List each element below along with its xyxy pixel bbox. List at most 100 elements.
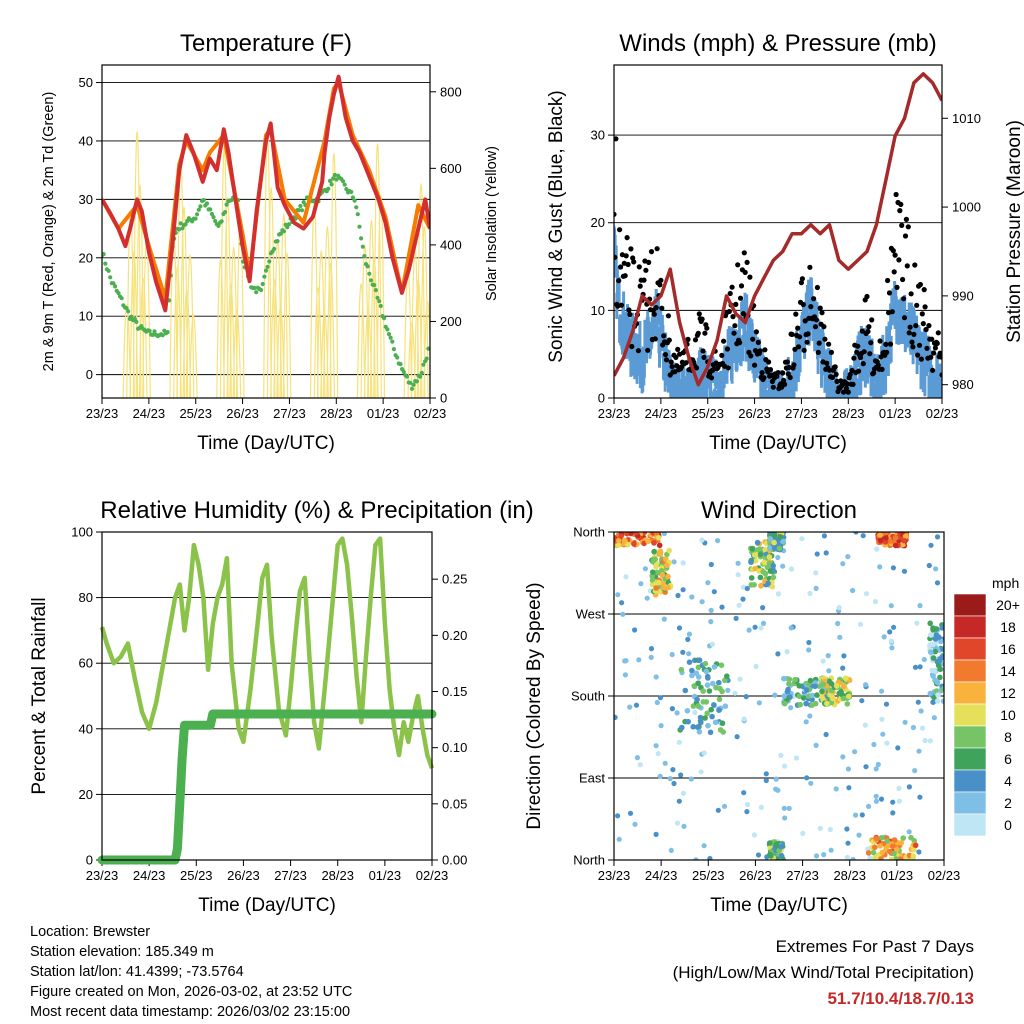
gust-point [901,296,907,302]
gust-point [683,360,689,366]
direction-point [871,741,877,748]
y2-tick-label: 0.10 [442,740,467,755]
gust-point [792,346,798,352]
extremes-legend: (High/Low/Max Wind/Total Precipitation) [672,963,974,982]
direction-point [762,546,768,553]
gust-point [867,351,873,357]
direction-point [778,844,784,850]
dewpoint-point [377,299,382,304]
y-axis-title-right: Station Pressure (Maroon) [1004,120,1024,343]
direction-point [711,589,717,595]
station-location: Location: Brewster [30,924,151,940]
gust-point [629,343,635,350]
direction-point [680,560,686,566]
gust-point [628,246,634,252]
dewpoint-point [354,205,359,210]
direction-point [799,536,805,542]
direction-point [655,751,661,757]
y-tick-label: 10 [591,303,605,318]
direction-point [700,688,706,694]
gust-point [793,311,799,317]
dewpoint-point [419,370,424,375]
gust-point [894,284,900,290]
gust-point [832,364,838,370]
direction-point [800,695,807,701]
solar-insolation-spike [423,301,430,398]
gust-point [740,311,746,317]
gust-point [651,311,657,317]
solar-insolation-spike [182,289,192,398]
gust-point [735,262,741,268]
x-tick-label: 26/23 [738,406,771,421]
direction-point [702,715,708,721]
x-tick-label: 23/23 [598,868,631,883]
colorbar-swatch [953,681,987,705]
gust-point [646,259,652,265]
direction-point [623,574,629,580]
direction-point [733,615,739,622]
direction-point [716,679,722,686]
dewpoint-point [119,296,124,301]
solar-insolation-spike [232,309,242,398]
dewpoint-point [195,212,200,217]
gust-point [719,352,725,358]
direction-point [615,542,622,548]
gust-point [841,389,847,395]
x-tick-label: 24/23 [645,406,678,421]
direction-point [926,562,932,569]
y-tick-label: 100 [71,525,93,540]
direction-point [840,561,846,567]
gust-point [834,378,840,384]
gust-point [748,353,754,359]
gust-point [699,316,705,322]
plot-frame [613,64,943,399]
direction-point [716,696,723,703]
direction-point [821,533,828,539]
direction-point [889,645,895,651]
direction-point [715,538,721,544]
direction-point [722,703,729,709]
dewpoint-point [368,278,374,283]
direction-point [627,810,634,816]
direction-point [740,596,746,602]
solar-insolation-spike [229,247,238,398]
dewpoint-point [102,252,106,257]
dewpoint-point [344,187,349,192]
direction-point [888,603,894,609]
gust-point [799,276,806,282]
direction-point [927,649,934,655]
direction-point [894,846,900,853]
direction-point [767,536,774,542]
direction-point [784,689,791,695]
colorbar-swatch [953,637,987,661]
direction-point [735,572,741,578]
direction-point [918,708,924,714]
direction-point [680,649,686,655]
direction-point [919,725,926,731]
direction-point [896,798,903,804]
direction-point [655,534,662,541]
gust-point [662,352,669,358]
colorbar-label: 12 [1000,685,1016,701]
dewpoint-point [300,208,305,213]
direction-point [803,687,810,693]
colorbar-label: 4 [1004,773,1012,789]
x-tick-label: 02/23 [926,406,959,421]
extremes-values: 51.7/10.4/18.7/0.13 [827,989,974,1008]
direction-point [651,548,657,555]
gust-point [747,274,753,280]
direction-point [663,562,670,569]
direction-point [784,649,790,655]
direction-point [788,625,794,631]
dewpoint-point [134,319,139,324]
direction-point [940,646,944,652]
direction-point [781,693,787,699]
direction-point [890,565,897,571]
x-tick-label: 01/23 [879,406,912,421]
direction-point [916,748,922,754]
gust-point [752,362,758,368]
direction-point [776,545,783,552]
direction-point [857,621,864,627]
direction-point [887,538,893,544]
